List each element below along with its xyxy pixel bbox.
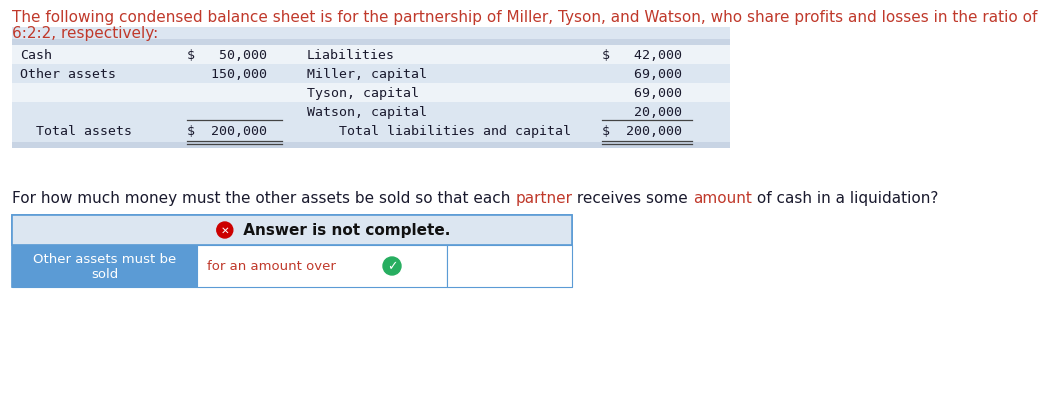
- Circle shape: [216, 222, 232, 239]
- Text: 69,000: 69,000: [602, 68, 682, 81]
- Text: amount: amount: [693, 190, 752, 205]
- Text: $   42,000: $ 42,000: [602, 49, 682, 62]
- Text: for an amount over: for an amount over: [207, 260, 336, 273]
- Text: Cash: Cash: [20, 49, 52, 62]
- Text: 6:2:2, respectively:: 6:2:2, respectively:: [12, 26, 158, 41]
- Text: Total liabilities and capital: Total liabilities and capital: [307, 125, 571, 138]
- Text: partner: partner: [516, 190, 572, 205]
- Text: The following condensed balance sheet is for the partnership of Miller, Tyson, a: The following condensed balance sheet is…: [12, 10, 1038, 25]
- Text: Liabilities: Liabilities: [307, 49, 395, 62]
- Text: 69,000: 69,000: [602, 87, 682, 100]
- Text: Answer is not complete.: Answer is not complete.: [238, 223, 450, 238]
- Bar: [12, 40, 730, 48]
- Text: $   50,000: $ 50,000: [187, 49, 267, 62]
- Text: $  200,000: $ 200,000: [187, 125, 267, 138]
- Bar: [12, 215, 572, 245]
- Text: Tyson, capital: Tyson, capital: [307, 87, 419, 100]
- Bar: [12, 65, 730, 84]
- Circle shape: [383, 257, 401, 275]
- Text: Watson, capital: Watson, capital: [307, 106, 427, 119]
- Text: ✕: ✕: [221, 225, 229, 235]
- Text: Other assets must be
sold: Other assets must be sold: [33, 252, 176, 280]
- Text: Other assets: Other assets: [20, 68, 116, 81]
- Bar: [12, 122, 730, 141]
- Text: 20,000: 20,000: [602, 106, 682, 119]
- Bar: [12, 215, 572, 287]
- Text: ✓: ✓: [387, 259, 397, 272]
- Bar: [12, 245, 197, 287]
- Bar: [447, 245, 572, 287]
- Text: For how much money must the other assets be sold so that each: For how much money must the other assets…: [12, 190, 516, 205]
- Text: receives some: receives some: [572, 190, 693, 205]
- Text: $  200,000: $ 200,000: [602, 125, 682, 138]
- Text: 150,000: 150,000: [187, 68, 267, 81]
- Text: Miller, capital: Miller, capital: [307, 68, 427, 81]
- Text: Total assets: Total assets: [20, 125, 132, 138]
- Bar: [12, 103, 730, 122]
- Bar: [12, 143, 730, 149]
- Text: of cash in a liquidation?: of cash in a liquidation?: [752, 190, 938, 205]
- Bar: [197, 245, 447, 287]
- Bar: [12, 28, 730, 145]
- Bar: [12, 84, 730, 103]
- Bar: [12, 46, 730, 65]
